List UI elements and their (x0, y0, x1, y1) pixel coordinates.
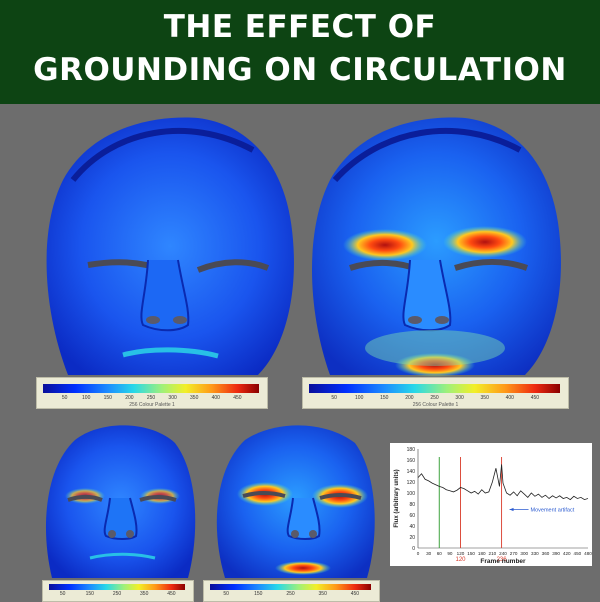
x-tick-label: 480 (584, 551, 592, 556)
tick-label: 200 (405, 395, 414, 401)
color-gradient (210, 584, 371, 590)
y-tick-label: 140 (407, 469, 416, 475)
title-banner: THE EFFECT OF GROUNDING ON CIRCULATION (0, 0, 600, 104)
y-tick-label: 20 (409, 535, 415, 541)
color-gradient (309, 384, 560, 393)
tick-label: 450 (350, 591, 360, 597)
x-tick-label: 450 (574, 551, 582, 556)
x-tick-label: 390 (552, 551, 560, 556)
tick-label: 300 (455, 395, 464, 401)
tick-label: 250 (286, 591, 295, 597)
color-scale-caption: 256 Colour Palette 1 (129, 402, 175, 408)
tick-label: 50 (331, 395, 337, 401)
y-tick-label: 80 (409, 502, 415, 508)
color-gradient (43, 384, 259, 393)
x-axis-label: Frame number (480, 558, 526, 565)
y-tick-label: 100 (407, 491, 416, 497)
x-tick-label: 240 (499, 551, 507, 556)
y-tick-label: 0 (412, 546, 415, 552)
annotation-arrowhead (509, 507, 514, 512)
x-tick-label: 210 (489, 551, 497, 556)
flux-chart-panel: 0 20 40 60 80 100 120 140 160 180 0 30 60 90 120 150 180… (390, 443, 592, 566)
tick-label: 350 (190, 395, 199, 401)
x-tick-label: 420 (563, 551, 571, 556)
tick-label: 400 (505, 395, 514, 401)
tick-label: 350 (318, 591, 327, 597)
x-tick-label: 0 (417, 551, 420, 556)
tick-label: 450 (167, 591, 176, 597)
y-tick-label: 180 (407, 447, 416, 453)
x-tick-label: 270 (510, 551, 518, 556)
color-scale-ticks: 50 100 150 200 250 300 350 400 450 (309, 395, 560, 402)
tick-label: 150 (103, 395, 112, 401)
tick-label: 400 (211, 395, 220, 401)
tick-label: 150 (254, 591, 263, 597)
x-tick-label: 120 (457, 551, 465, 556)
x-tick-label: 150 (467, 551, 475, 556)
tick-label: 350 (480, 395, 489, 401)
y-tick-label: 120 (407, 480, 416, 486)
frame-marker-label: 236 (497, 557, 508, 563)
tick-label: 250 (112, 591, 122, 597)
tick-label: 50 (59, 591, 66, 597)
x-tick-label: 360 (542, 551, 550, 556)
tick-label: 150 (85, 591, 94, 597)
tick-label: 450 (530, 395, 540, 401)
tick-label: 50 (223, 591, 229, 597)
color-gradient (49, 584, 185, 590)
tick-label: 100 (82, 395, 91, 401)
thermal-face-after-bottom (216, 425, 375, 578)
tick-label: 100 (355, 395, 364, 401)
frame-marker-label: 120 (455, 557, 466, 563)
y-tick-label: 40 (409, 524, 415, 530)
color-scale-bar-bottom-right: 50 150 250 350 450 (203, 580, 380, 602)
color-scale-ticks: 50 100 150 200 250 300 350 400 450 (43, 395, 259, 402)
color-scale-ticks: 50 150 250 350 450 (210, 591, 371, 598)
color-scale-bar-top-left: 50 100 150 200 250 300 350 400 450 256 C… (36, 377, 268, 409)
tick-label: 450 (233, 395, 242, 401)
color-scale-caption: 256 Colour Palette 1 (412, 402, 459, 408)
x-tick-label: 300 (520, 551, 528, 556)
tick-label: 150 (380, 395, 389, 401)
x-tick-label: 330 (531, 551, 539, 556)
x-tick-label: 90 (447, 551, 453, 556)
color-scale-bar-bottom-left: 50 150 250 350 450 (42, 580, 194, 602)
y-tick-label: 60 (409, 513, 415, 519)
x-tick-label: 180 (478, 551, 486, 556)
title-line-1: THE EFFECT OF (163, 9, 437, 45)
flux-series-line (417, 464, 589, 501)
title-line-2: GROUNDING ON CIRCULATION (33, 52, 567, 88)
tick-label: 250 (430, 395, 439, 401)
thermal-face-before-bottom (45, 425, 196, 578)
tick-label: 350 (140, 591, 149, 597)
movement-artifact-annotation: Movement artifact (531, 508, 575, 514)
color-scale-ticks: 50 150 250 350 450 (49, 591, 185, 598)
x-tick-label: 30 (426, 551, 432, 556)
thermal-face-after-top (311, 117, 561, 377)
y-tick-label: 160 (407, 458, 416, 464)
tick-label: 50 (61, 395, 68, 401)
color-scale-bar-top-right: 50 100 150 200 250 300 350 400 450 256 C… (302, 377, 569, 409)
thermal-face-before-top (46, 117, 294, 376)
tick-label: 250 (146, 395, 156, 401)
y-axis-label: Flux (arbitrary units) (394, 469, 400, 527)
x-tick-label: 60 (437, 551, 443, 556)
tick-label: 300 (168, 395, 177, 401)
tick-label: 200 (125, 395, 134, 401)
